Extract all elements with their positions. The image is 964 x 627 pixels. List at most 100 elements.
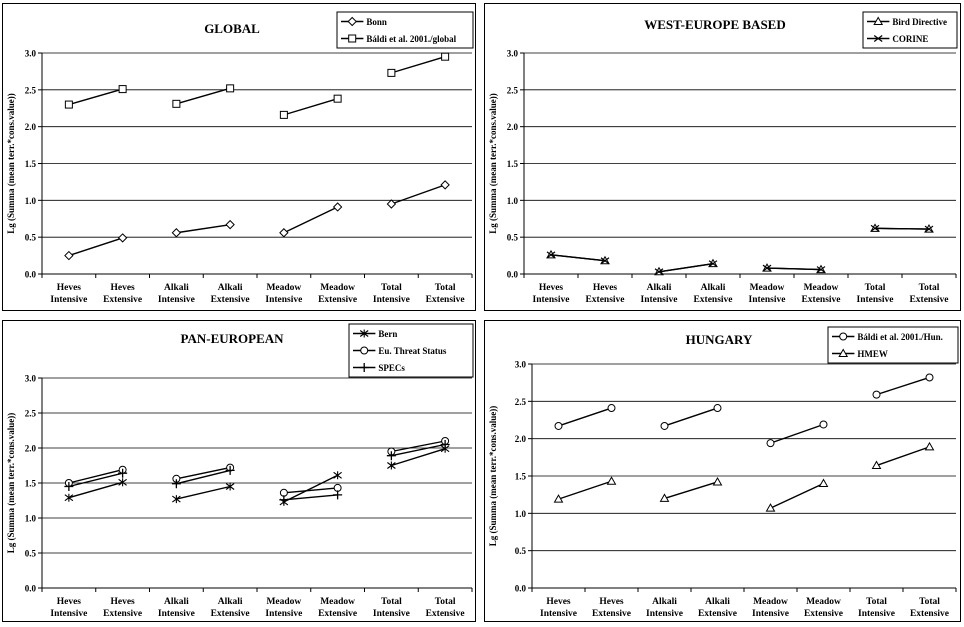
x-tick-label: Intensive — [50, 295, 87, 305]
data-point — [606, 476, 617, 485]
data-point — [765, 503, 776, 512]
series-line-segment — [664, 407, 718, 427]
legend-swatch-marker — [347, 16, 357, 27]
legend-label: Eu. Threat Status — [378, 346, 446, 356]
series-1 — [64, 180, 450, 261]
legend-swatch-marker — [360, 346, 369, 355]
chart-svg: 0.0 0.5 1.0 1.5 2.0 2.5 3.0 Heves Intensive Heves… — [484, 320, 961, 622]
legend-label: HMEW — [857, 349, 888, 359]
series-line-segment — [176, 466, 231, 480]
x-tick-label: Intensive — [373, 609, 410, 619]
x-tick-label: Extensive — [804, 609, 843, 619]
y-tick-label: 0.0 — [507, 270, 519, 280]
x-tick-label: Intensive — [265, 295, 302, 305]
data-point — [279, 110, 288, 119]
x-tick-label: Meadow — [266, 283, 301, 293]
chart-title: GLOBAL — [204, 21, 260, 36]
y-tick-label: 1.5 — [515, 472, 527, 482]
data-point — [819, 420, 828, 429]
chart-title: HUNGARY — [686, 332, 753, 347]
x-tick-label: Extensive — [103, 295, 142, 305]
legend: Bird Directive CORINE — [862, 11, 958, 49]
x-tick-label: Alkali — [701, 283, 726, 293]
x-tick-label: Meadow — [753, 597, 788, 607]
y-axis-label: Lg (Summa (mean terr.*cons.value)) — [6, 93, 16, 233]
x-tick-label: Total — [919, 597, 940, 607]
y-tick-label: 3.0 — [515, 360, 527, 370]
series-line-segment — [770, 482, 824, 509]
y-tick-label: 2.5 — [25, 85, 37, 95]
legend-swatch-marker — [838, 348, 849, 357]
x-tick-label: Intensive — [646, 609, 683, 619]
data-point — [546, 251, 556, 259]
series-line-segment — [391, 56, 446, 74]
series-line-segment — [283, 494, 338, 501]
legend-swatch-marker — [839, 332, 848, 341]
x-tick-label: Meadow — [266, 597, 301, 607]
legend: Bonn Báldi et al. 2001./global — [336, 11, 474, 49]
y-tick-label: 0.0 — [25, 270, 37, 280]
data-point — [172, 495, 181, 504]
y-tick-label: 1.0 — [25, 196, 37, 206]
chart-panel-2: 0.0 0.5 1.0 1.5 2.0 2.5 3.0 Heves Intensive Heves… — [484, 3, 961, 311]
x-tick-label: Extensive — [426, 609, 465, 619]
x-tick-label: Intensive — [50, 609, 87, 619]
chart-frame — [2, 3, 476, 311]
data-point — [871, 460, 882, 470]
x-tick-label: Total — [866, 597, 887, 607]
y-tick-label: 0.0 — [515, 584, 527, 594]
x-tick-label: Extensive — [909, 295, 948, 305]
data-point — [279, 495, 289, 505]
x-tick-label: Heves — [57, 283, 82, 293]
data-point — [226, 84, 235, 93]
x-tick-label: Extensive — [592, 609, 631, 619]
legend-swatch-marker — [359, 363, 369, 372]
data-point — [872, 390, 881, 399]
series-2 — [546, 224, 934, 276]
series-line-segment — [283, 487, 338, 494]
x-tick-label: Intensive — [158, 295, 195, 305]
x-tick-label: Extensive — [103, 609, 142, 619]
y-tick-label: 3.0 — [507, 49, 519, 59]
legend-label: CORINE — [892, 34, 928, 44]
data-point — [171, 228, 182, 238]
series-line-segment — [176, 469, 231, 485]
data-point — [654, 268, 664, 276]
legend: Báldi et al. 2001./Hun. HMEW — [827, 326, 959, 364]
chart-panel-4: 0.0 0.5 1.0 1.5 2.0 2.5 3.0 Heves Intensive Heves… — [484, 320, 961, 622]
y-tick-label: 1.0 — [25, 514, 37, 524]
chart-title: PAN-EUROPEAN — [180, 331, 284, 346]
data-point — [172, 99, 181, 108]
y-axis-label: Lg (Summa (mean terr.*cons.value)) — [488, 406, 498, 546]
data-point — [870, 224, 880, 232]
series-line-segment — [766, 267, 822, 271]
legend-swatch-marker — [873, 16, 884, 25]
x-tick-label: Intensive — [858, 609, 895, 619]
series-line-segment — [391, 440, 446, 453]
series-line-segment — [176, 223, 231, 234]
x-tick-label: Total — [865, 283, 886, 293]
y-tick-label: 2.0 — [515, 434, 527, 444]
series-line-segment — [664, 481, 718, 500]
x-tick-label: Alkali — [705, 597, 730, 607]
chart-panel-3: 0.0 0.5 1.0 1.5 2.0 2.5 3.0 Heves Intensive Heves… — [2, 320, 476, 622]
x-tick-label: Alkali — [652, 597, 677, 607]
legend-box — [336, 11, 474, 49]
data-point — [387, 68, 396, 77]
chart-frame — [484, 320, 961, 622]
legend-label: Báldi et al. 2001./Hun. — [857, 332, 943, 342]
data-point — [818, 478, 829, 487]
x-tick-label: Heves — [593, 283, 618, 293]
y-tick-label: 1.0 — [515, 509, 527, 519]
x-tick-label: Heves — [546, 597, 571, 607]
data-point — [762, 264, 772, 272]
x-tick-label: Heves — [539, 283, 564, 293]
y-axis-label: Lg (Summa (mean terr.*cons.value)) — [6, 413, 16, 553]
data-point — [713, 404, 722, 413]
y-tick-label: 0.5 — [25, 549, 37, 559]
x-tick-label: Intensive — [752, 609, 789, 619]
x-tick-label: Total — [435, 597, 456, 607]
data-point — [554, 421, 563, 430]
y-tick-label: 2.5 — [507, 85, 519, 95]
legend-label: Bonn — [366, 17, 387, 27]
